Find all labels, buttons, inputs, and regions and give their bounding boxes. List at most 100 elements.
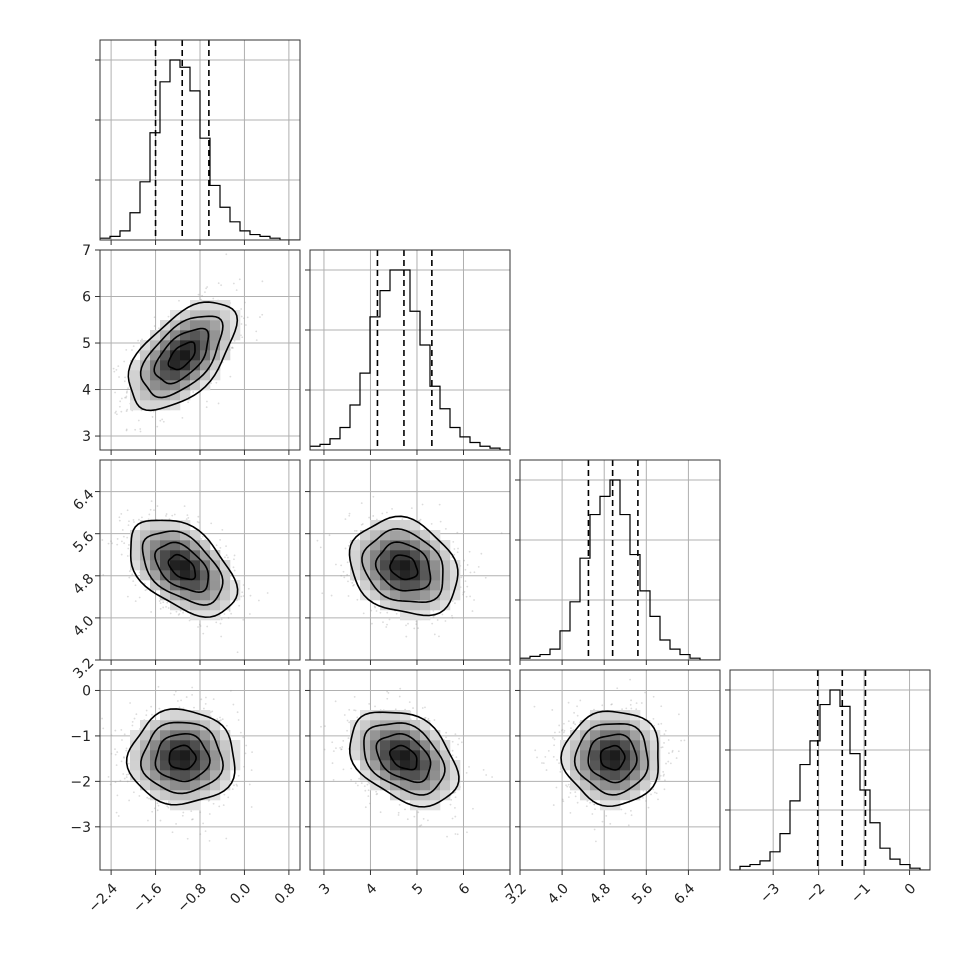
scatter-point	[143, 582, 146, 585]
density-cell	[140, 340, 151, 351]
scatter-point	[360, 523, 363, 526]
scatter-point	[217, 282, 220, 285]
scatter-point	[215, 381, 218, 384]
scatter-point	[250, 806, 253, 808]
scatter-point	[243, 317, 245, 320]
scatter-point	[208, 813, 211, 815]
density-cell	[210, 360, 221, 371]
scatter-point	[126, 509, 129, 512]
scatter-point	[146, 588, 148, 591]
scatter-point	[219, 622, 222, 625]
scatter-point	[186, 837, 189, 840]
scatter-point	[413, 627, 416, 630]
scatter-point	[110, 752, 113, 755]
scatter-point	[182, 707, 185, 710]
density-cell	[200, 570, 211, 581]
scatter-point	[115, 410, 117, 413]
scatter-point	[128, 799, 131, 802]
density-cell	[200, 540, 211, 551]
scatter-point	[137, 339, 140, 342]
scatter-point	[156, 802, 159, 805]
scatter-point	[197, 626, 199, 628]
scatter-point	[427, 819, 429, 822]
scatter-point	[249, 594, 252, 597]
scatter-point	[178, 299, 180, 302]
density-cell	[220, 760, 231, 771]
scatter-point	[138, 795, 141, 797]
scatter-point	[156, 809, 159, 812]
scatter-point	[356, 716, 359, 719]
density-cell	[140, 730, 151, 741]
panel-content	[101, 685, 253, 842]
scatter-point	[248, 613, 251, 615]
scatter-point	[102, 727, 105, 730]
scatter-point	[151, 713, 153, 716]
density-cell	[140, 570, 151, 581]
contour-line-1	[154, 541, 210, 593]
scatter-point	[112, 367, 115, 370]
scatter-point	[186, 514, 189, 517]
scatter-point	[113, 370, 116, 373]
scatter-point	[165, 606, 167, 608]
scatter-point	[240, 334, 242, 337]
scatter-point	[205, 406, 208, 409]
scatter-point	[157, 804, 160, 807]
scatter-point	[436, 619, 439, 621]
scatter-point	[422, 817, 425, 820]
density-cell	[400, 560, 411, 571]
density-cell	[220, 770, 231, 781]
scatter-point	[360, 782, 363, 785]
scatter-point	[210, 382, 213, 385]
scatter-point	[463, 559, 466, 562]
scatter-point	[344, 518, 347, 521]
scatter-point	[177, 613, 180, 616]
density-cell	[420, 580, 431, 591]
density-cell	[190, 360, 201, 371]
contour-line-0	[167, 553, 197, 581]
density-cell	[140, 370, 151, 381]
scatter-point	[444, 620, 447, 622]
scatter-point	[206, 625, 209, 628]
scatter-point	[115, 413, 118, 416]
scatter-point	[125, 396, 127, 399]
scatter-point	[167, 801, 170, 804]
scatter-point	[346, 729, 348, 732]
scatter-point	[115, 764, 118, 766]
density-cell	[170, 370, 181, 381]
scatter-point	[158, 707, 161, 710]
scatter-point	[432, 615, 435, 618]
scatter-point	[125, 428, 128, 431]
density-cell	[140, 780, 151, 791]
density-cell	[350, 550, 361, 561]
density-cell	[150, 740, 161, 751]
density-cell	[180, 600, 191, 611]
scatter-point	[216, 718, 219, 720]
panel-content	[112, 253, 264, 450]
scatter-point	[353, 709, 356, 712]
density-cell	[390, 580, 401, 591]
density-cell	[140, 540, 151, 551]
scatter-point	[407, 622, 409, 625]
density-cell	[150, 380, 161, 391]
scatter-point	[446, 835, 448, 838]
contour-line-0	[167, 341, 196, 371]
scatter-point	[456, 531, 459, 534]
density-cell	[180, 540, 191, 551]
scatter-point	[191, 693, 194, 696]
scatter-point	[471, 610, 474, 612]
scatter-point	[146, 796, 149, 799]
scatter-point	[229, 689, 232, 692]
scatter-point	[466, 585, 469, 588]
density-cell	[440, 540, 451, 551]
density-cell	[220, 780, 231, 791]
density-cell	[200, 370, 211, 381]
scatter-point	[385, 626, 388, 628]
scatter-point	[149, 508, 152, 511]
scatter-point	[116, 751, 119, 753]
scatter-point	[350, 778, 353, 781]
scatter-point	[348, 512, 351, 515]
scatter-point	[245, 744, 248, 747]
scatter-point	[453, 553, 456, 556]
scatter-point	[231, 346, 234, 349]
density-cell	[130, 740, 141, 751]
